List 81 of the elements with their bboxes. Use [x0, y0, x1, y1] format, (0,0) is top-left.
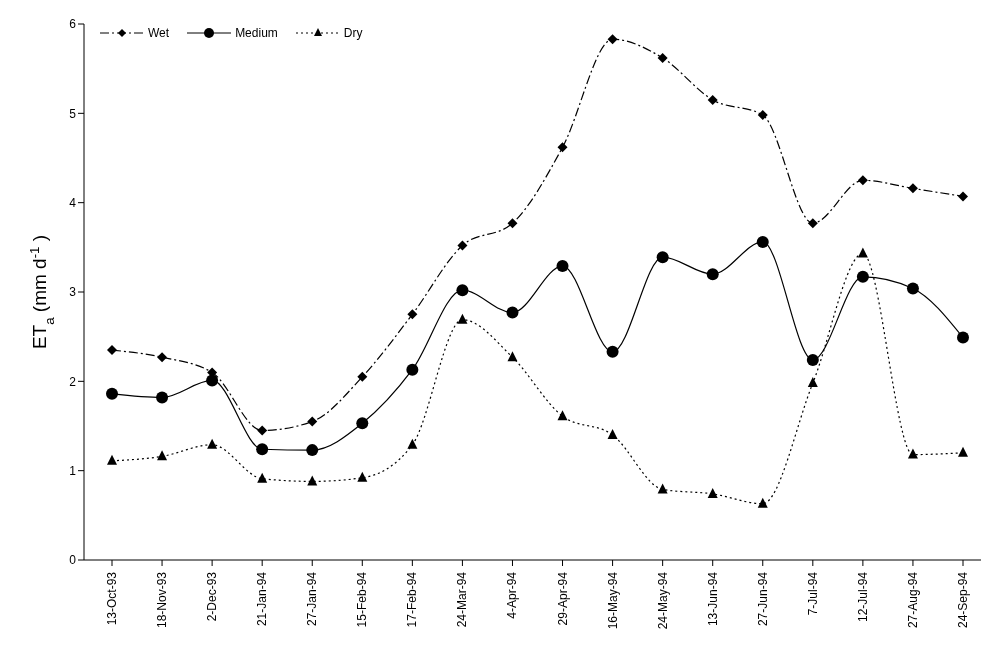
point	[607, 34, 618, 45]
point	[606, 345, 619, 358]
y-tick-label: 2	[69, 374, 77, 389]
point	[607, 428, 618, 439]
point	[657, 52, 668, 63]
point	[906, 282, 919, 295]
point	[856, 270, 869, 283]
point	[807, 218, 818, 229]
point	[807, 377, 818, 388]
point	[857, 247, 868, 258]
point	[307, 416, 318, 427]
point	[857, 175, 868, 186]
x-tick-label: 2-Dec-93	[205, 571, 220, 622]
x-tick-label: 24-Sep-94	[956, 571, 970, 629]
x-tick-label: 7-Jul-94	[805, 571, 820, 616]
point	[457, 240, 468, 251]
point	[907, 183, 918, 194]
point	[958, 446, 968, 457]
x-tick-label: 13-Jun-94	[705, 571, 720, 627]
x-tick-label: 4-Apr-94	[505, 571, 520, 619]
x-tick-label: 18-Nov-93	[155, 571, 170, 629]
point	[357, 471, 368, 482]
x-tick-label: 29-Apr-94	[555, 571, 570, 626]
x-tick-label: 24-May-94	[655, 571, 670, 630]
point	[507, 351, 518, 362]
x-tick-label: 27-Jun-94	[755, 571, 770, 627]
point	[406, 363, 419, 376]
point	[257, 472, 268, 483]
y-tick-label: 0	[69, 553, 77, 568]
point	[957, 331, 969, 344]
x-tick-label: 27-Aug-94	[905, 571, 920, 629]
x-tick-label: 21-Jan-94	[255, 571, 270, 627]
x-tick-label: 12-Jul-94	[855, 571, 870, 623]
y-tick-label: 5	[69, 106, 77, 121]
point	[356, 417, 369, 430]
point	[307, 475, 318, 486]
y-tick-label: 1	[69, 463, 77, 478]
x-tick-label: 24-Mar-94	[455, 571, 470, 628]
point	[757, 497, 768, 508]
point	[756, 235, 769, 248]
point	[506, 306, 519, 319]
x-tick-label: 17-Feb-94	[405, 571, 420, 628]
point	[306, 444, 319, 457]
point	[958, 191, 968, 202]
point	[357, 371, 368, 382]
legend-label: Medium	[235, 26, 278, 40]
point	[806, 353, 819, 366]
y-tick-label: 6	[69, 17, 77, 32]
point	[556, 260, 569, 273]
point	[206, 374, 219, 387]
point	[706, 268, 719, 281]
point	[707, 94, 718, 105]
x-tick-label: 16-May-94	[605, 571, 620, 630]
x-tick-label: 27-Jan-94	[305, 571, 320, 627]
point	[407, 438, 418, 449]
point	[156, 391, 169, 404]
y-tick-label: 4	[69, 195, 77, 210]
y-tick-label: 3	[69, 285, 77, 300]
point	[507, 218, 518, 229]
x-tick-label: 15-Feb-94	[355, 571, 370, 628]
legend-label: Wet	[148, 26, 170, 40]
point	[207, 438, 218, 449]
point	[256, 443, 269, 456]
point	[657, 483, 668, 494]
point	[457, 313, 468, 324]
point	[106, 387, 118, 400]
point	[707, 487, 718, 498]
point	[757, 110, 768, 121]
legend-label: Dry	[343, 26, 363, 40]
x-tick-label: 13-Oct-93	[105, 571, 119, 626]
point	[407, 309, 418, 320]
point	[656, 251, 669, 264]
point	[907, 448, 918, 459]
point	[557, 142, 568, 153]
point	[107, 345, 117, 356]
point	[157, 450, 168, 461]
point	[257, 425, 268, 436]
point	[107, 454, 117, 465]
point	[557, 410, 568, 421]
point	[157, 352, 168, 363]
point	[456, 284, 469, 297]
